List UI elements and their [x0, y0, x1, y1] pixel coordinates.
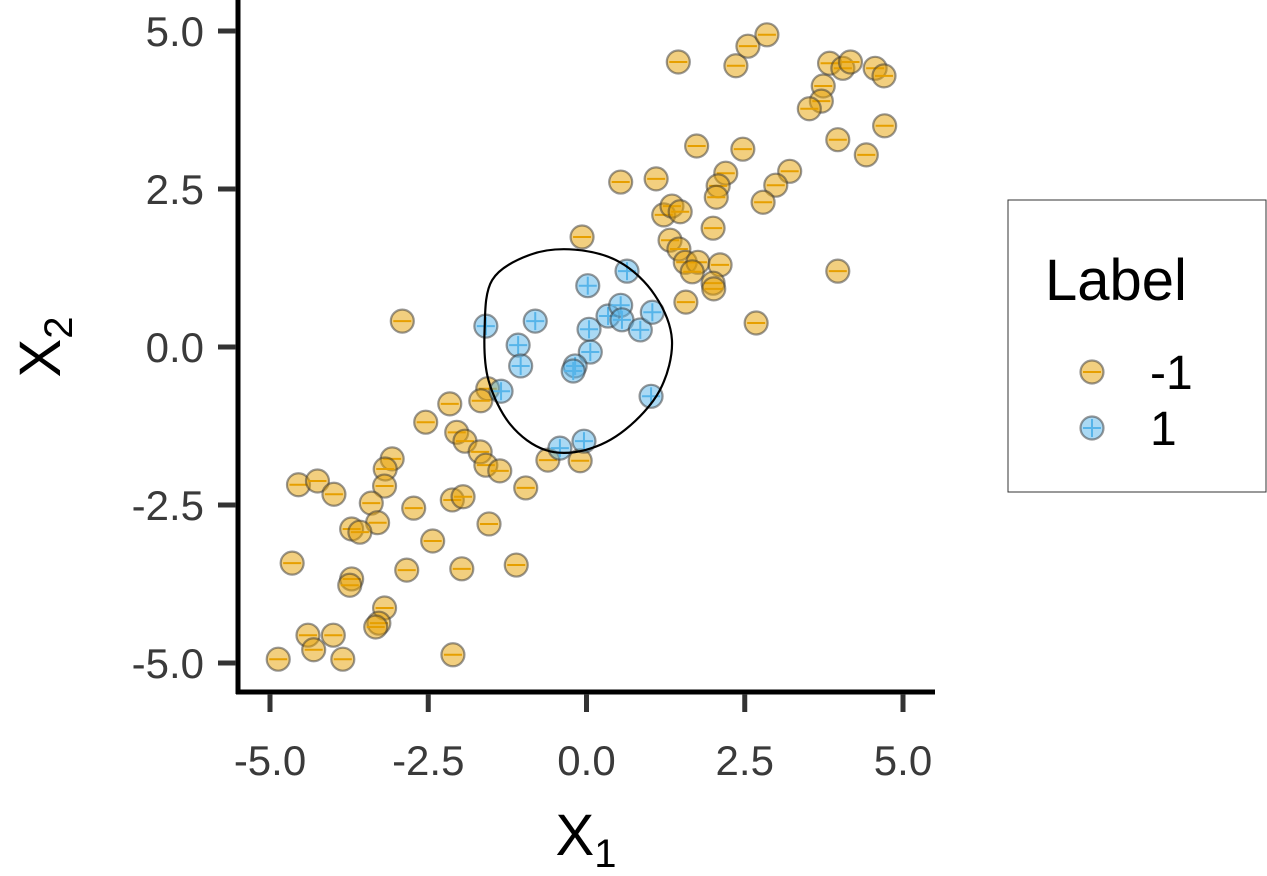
- point-pos: [576, 316, 602, 342]
- point-neg: [321, 481, 347, 507]
- points-layer: [265, 22, 898, 672]
- y-tick-label: 0.0: [146, 324, 204, 371]
- point-neg: [825, 258, 851, 284]
- point-neg: [320, 622, 346, 648]
- point-neg: [569, 224, 595, 250]
- point-neg: [394, 557, 420, 583]
- point-neg: [703, 184, 729, 210]
- point-neg: [449, 556, 475, 582]
- point-neg: [468, 388, 494, 414]
- point-neg: [304, 468, 331, 494]
- point-neg: [673, 289, 699, 315]
- y-tick-label: 5.0: [146, 8, 204, 55]
- point-pos: [522, 308, 548, 334]
- x-tick-label: 2.5: [716, 737, 774, 784]
- x-tick-label: 0.0: [557, 737, 615, 784]
- point-neg: [330, 646, 356, 672]
- point-neg: [608, 169, 634, 195]
- point-neg: [872, 113, 898, 139]
- point-pos: [577, 339, 603, 365]
- point-neg: [401, 495, 427, 521]
- point-neg: [476, 511, 502, 537]
- point-neg: [279, 550, 305, 576]
- point-neg: [337, 572, 363, 598]
- point-neg: [665, 49, 691, 75]
- point-neg: [389, 308, 415, 334]
- x-axis-title: X1: [556, 803, 617, 871]
- point-neg: [754, 22, 780, 48]
- y-tick-label: 2.5: [146, 166, 204, 213]
- point-neg: [503, 552, 529, 578]
- point-neg: [450, 484, 476, 510]
- point-neg: [513, 475, 539, 501]
- point-neg: [871, 63, 897, 89]
- legend-label: 1: [1150, 403, 1177, 456]
- point-pos: [638, 383, 664, 409]
- y-ticks: -5.0 -2.5 0.0 2.5 5.0: [132, 8, 236, 687]
- y-axis-title: X2: [8, 317, 81, 378]
- point-pos: [560, 358, 586, 384]
- point-neg: [743, 310, 769, 336]
- point-neg: [487, 458, 513, 484]
- point-neg: [707, 252, 733, 278]
- point-neg: [643, 166, 669, 192]
- point-neg: [763, 172, 789, 198]
- point-neg: [735, 33, 761, 59]
- legend-title: Label: [1045, 248, 1187, 313]
- point-pos: [614, 258, 640, 284]
- legend-key-pos: [1079, 415, 1105, 441]
- point-neg: [667, 199, 693, 225]
- point-neg: [853, 142, 879, 168]
- point-pos: [508, 353, 534, 379]
- decision-boundary: [483, 248, 674, 454]
- point-neg: [701, 276, 727, 302]
- point-neg: [700, 215, 726, 241]
- point-neg: [567, 448, 593, 474]
- x-tick-label: 5.0: [874, 737, 932, 784]
- point-neg: [265, 646, 291, 672]
- point-neg: [750, 189, 776, 215]
- legend: Label -11: [1007, 199, 1267, 493]
- legend-box: [1007, 199, 1267, 493]
- point-neg: [825, 127, 851, 153]
- point-pos: [571, 428, 597, 454]
- point-neg: [723, 53, 749, 79]
- point-neg: [371, 473, 398, 499]
- point-neg: [730, 136, 756, 162]
- point-neg: [358, 490, 384, 516]
- point-neg: [796, 96, 822, 122]
- point-neg: [837, 49, 864, 75]
- point-pos: [473, 313, 499, 339]
- point-neg: [301, 637, 327, 663]
- point-neg: [347, 519, 373, 545]
- point-neg: [437, 391, 463, 417]
- point-neg: [363, 614, 389, 640]
- point-neg: [684, 133, 710, 159]
- point-neg: [413, 409, 439, 435]
- x-tick-label: -2.5: [392, 737, 464, 784]
- point-neg: [420, 528, 446, 554]
- y-tick-label: -2.5: [132, 482, 204, 529]
- legend-label: -1: [1150, 347, 1193, 400]
- x-tick-label: -5.0: [234, 737, 306, 784]
- point-pos: [575, 273, 601, 299]
- point-pos: [627, 317, 653, 343]
- point-neg: [440, 642, 466, 668]
- point-neg: [679, 259, 705, 285]
- legend-key-neg: [1079, 359, 1105, 385]
- x-ticks: -5.0 -2.5 0.0 2.5 5.0: [234, 694, 932, 784]
- point-pos: [505, 332, 531, 358]
- point-pos: [547, 435, 573, 461]
- y-tick-label: -5.0: [132, 640, 204, 687]
